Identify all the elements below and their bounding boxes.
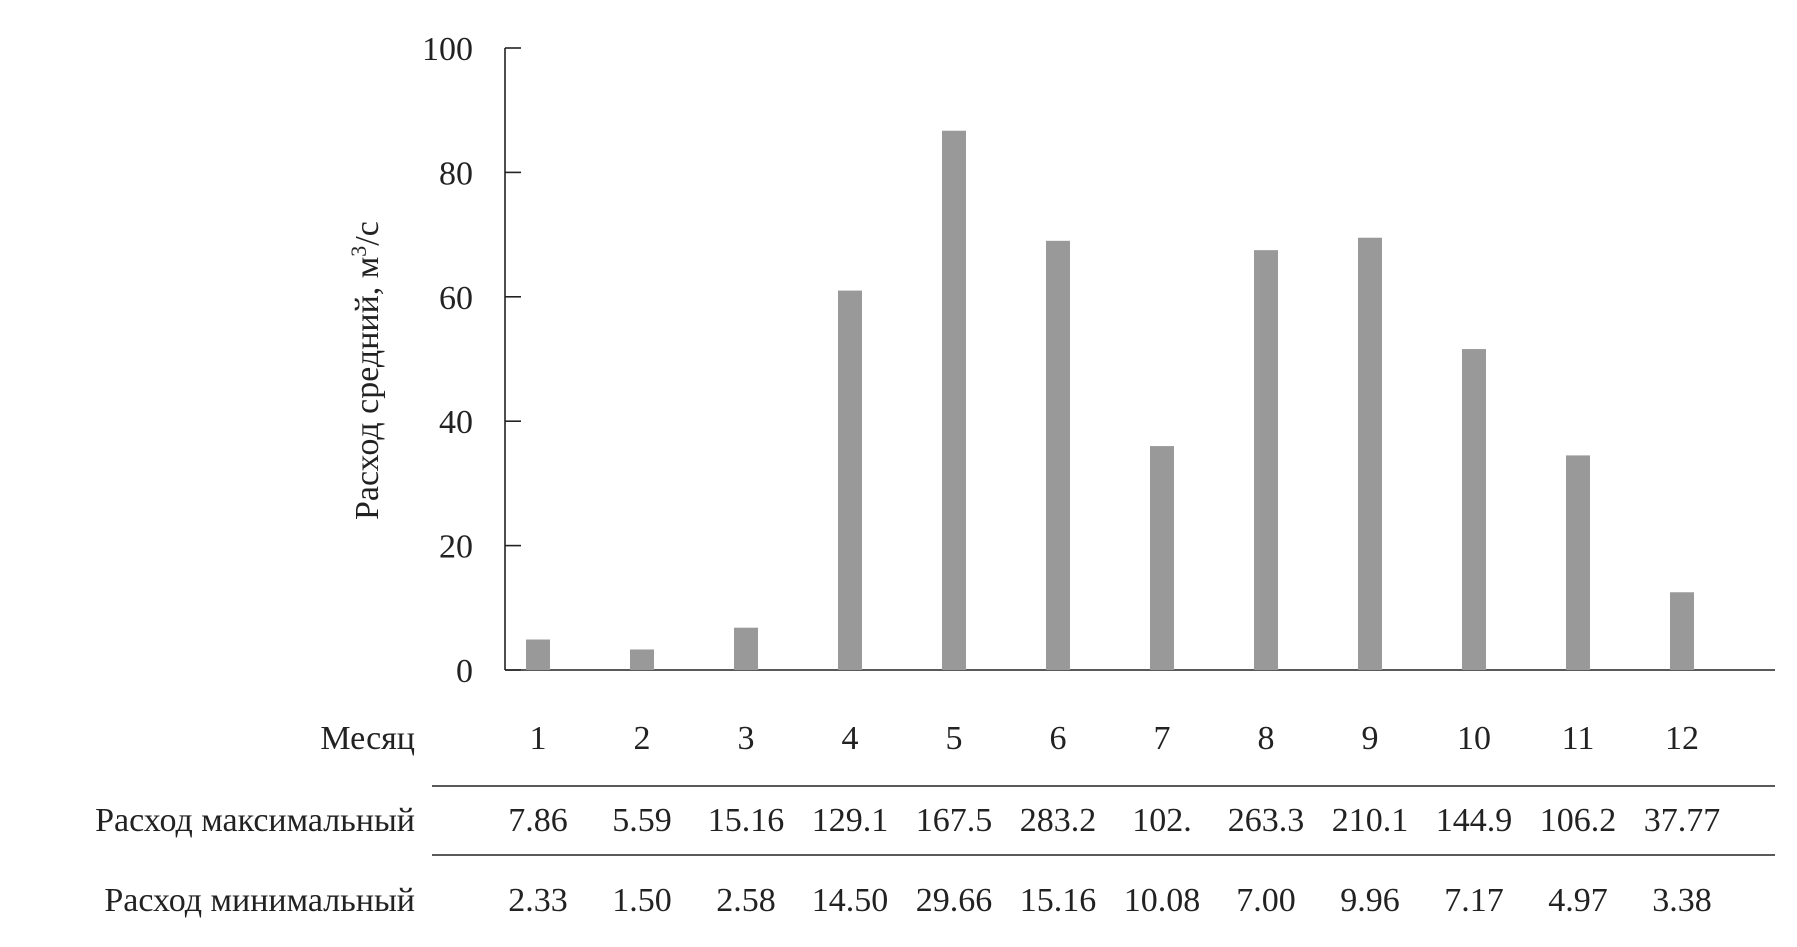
bar-month-6 (1046, 240, 1070, 670)
y-axis-label: Расход средний, м3/с (346, 221, 386, 520)
table-cell: 167.5 (916, 802, 993, 839)
y-tick-label: 0 (456, 653, 473, 690)
y-tick-label: 40 (439, 404, 473, 441)
table-cell: 14.50 (812, 882, 889, 919)
table-cell: 102. (1132, 802, 1192, 839)
bar-month-2 (630, 649, 654, 670)
table-cell: 15.16 (1020, 882, 1097, 919)
table-cell: 5.59 (612, 802, 672, 839)
table-cell: 29.66 (916, 882, 993, 919)
table-cell: 37.77 (1644, 802, 1721, 839)
y-axis-label-tail: /с (349, 221, 386, 246)
table-row-label: Расход максимальный (95, 802, 415, 839)
month-label: 5 (946, 720, 963, 757)
month-label: 9 (1362, 720, 1379, 757)
table-cell: 10.08 (1124, 882, 1201, 919)
month-label: 2 (634, 720, 651, 757)
table-cell: 4.97 (1548, 882, 1608, 919)
bar-month-4 (838, 290, 862, 670)
table-cell: 7.17 (1444, 882, 1504, 919)
month-label: 6 (1050, 720, 1067, 757)
month-label: 11 (1562, 720, 1595, 757)
bar-month-5 (942, 130, 966, 670)
table-cell: 106.2 (1540, 802, 1617, 839)
table-row-label: Расход минимальный (104, 882, 415, 919)
month-label: 10 (1457, 720, 1491, 757)
y-tick-label: 100 (422, 31, 473, 68)
month-label: 8 (1258, 720, 1275, 757)
bar-month-10 (1462, 349, 1486, 670)
y-axis: 0 20 40 60 80 100 (422, 31, 1775, 690)
bar-month-1 (526, 639, 550, 670)
month-label: 3 (738, 720, 755, 757)
bar-month-12 (1670, 592, 1694, 670)
bars (526, 130, 1694, 670)
table-cell: 144.9 (1436, 802, 1513, 839)
bar-month-11 (1566, 455, 1590, 670)
bar-month-7 (1150, 446, 1174, 670)
table-cell: 1.50 (612, 882, 672, 919)
table-cell: 7.86 (508, 802, 568, 839)
bar-month-9 (1358, 237, 1382, 670)
table-cell: 2.58 (716, 882, 776, 919)
table-cell: 9.96 (1340, 882, 1400, 919)
table-cell: 15.16 (708, 802, 785, 839)
y-tick-label: 80 (439, 155, 473, 192)
table-cell: 210.1 (1332, 802, 1409, 839)
y-axis-label-main: Расход средний, м (349, 257, 386, 520)
y-axis-label-superscript: 3 (346, 246, 371, 257)
table-cell: 263.3 (1228, 802, 1305, 839)
bar-month-3 (734, 627, 758, 670)
y-tick-label: 60 (439, 280, 473, 317)
month-label: 4 (842, 720, 859, 757)
table-cell: 2.33 (508, 882, 568, 919)
table-cell: 3.38 (1652, 882, 1712, 919)
month-label: 7 (1154, 720, 1171, 757)
month-label: 1 (530, 720, 547, 757)
table-cell: 129.1 (812, 802, 889, 839)
month-label: 12 (1665, 720, 1699, 757)
y-tick-label: 20 (439, 529, 473, 566)
table-cell: 7.00 (1236, 882, 1296, 919)
table-cell: 283.2 (1020, 802, 1097, 839)
month-row-label: Месяц (320, 720, 415, 757)
bar-month-8 (1254, 250, 1278, 670)
